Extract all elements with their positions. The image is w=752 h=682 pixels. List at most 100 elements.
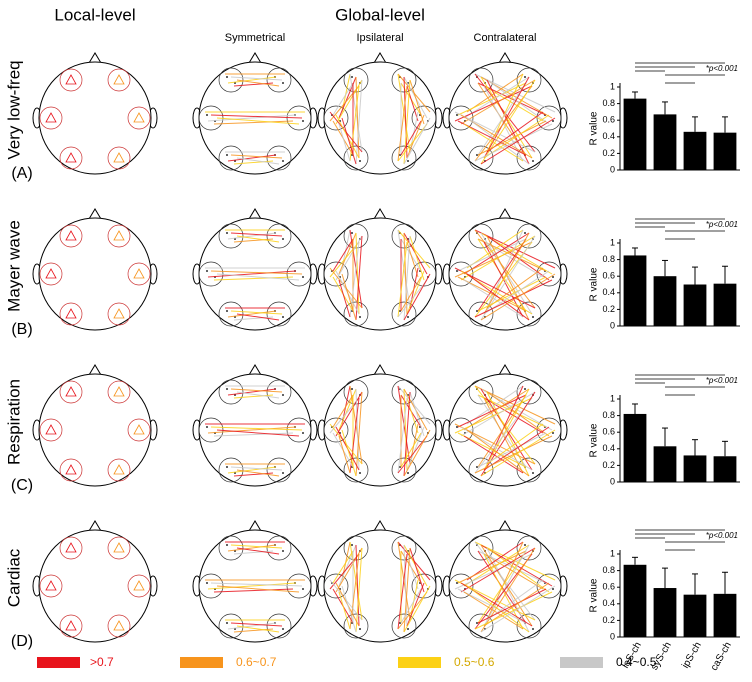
channel xyxy=(282,82,284,84)
connection xyxy=(355,235,363,321)
panel-label: (D) xyxy=(11,633,33,650)
y-tick-label: 0.4 xyxy=(602,287,615,297)
connection xyxy=(457,276,527,312)
region xyxy=(516,301,542,327)
channel xyxy=(351,388,353,390)
connection xyxy=(466,229,524,269)
connection xyxy=(400,432,422,468)
region xyxy=(266,223,292,249)
region xyxy=(59,302,83,326)
connection xyxy=(355,547,363,633)
connection xyxy=(403,391,411,477)
legend-label: 0.4~0.5 xyxy=(616,655,657,669)
connection xyxy=(233,82,274,87)
connection xyxy=(227,232,277,240)
nose xyxy=(498,208,512,220)
annotation: *p<0.001 xyxy=(706,531,738,540)
local-link xyxy=(65,74,77,85)
channel xyxy=(359,472,361,474)
connection xyxy=(403,429,431,477)
nose xyxy=(248,52,262,64)
region xyxy=(411,105,437,131)
y-tick-label: 0.2 xyxy=(602,460,615,470)
y-tick-label: 0.8 xyxy=(602,254,615,264)
region xyxy=(59,614,83,638)
connection xyxy=(397,279,428,318)
connection xyxy=(397,85,408,162)
connection xyxy=(216,585,300,593)
connection xyxy=(480,585,556,633)
region xyxy=(343,457,369,483)
channel xyxy=(282,238,284,240)
annotation: *p<0.001 xyxy=(706,376,738,385)
connection xyxy=(227,388,277,396)
local-link xyxy=(45,268,57,279)
connection xyxy=(480,273,556,321)
head xyxy=(323,373,437,487)
region xyxy=(468,457,494,483)
channel xyxy=(524,232,526,234)
connection xyxy=(454,85,533,122)
region xyxy=(343,145,369,171)
connection xyxy=(483,553,544,590)
region xyxy=(391,145,417,171)
connection xyxy=(483,85,544,122)
nose xyxy=(498,364,512,376)
annotation: *p<0.001 xyxy=(706,64,738,73)
region xyxy=(107,458,131,482)
connection xyxy=(403,235,411,321)
panel-label: (A) xyxy=(11,165,32,182)
region xyxy=(516,457,542,483)
channel xyxy=(552,588,554,590)
y-tick-label: 1 xyxy=(610,393,615,403)
connection xyxy=(466,541,524,581)
region xyxy=(391,457,417,483)
local-link xyxy=(65,152,77,163)
connection xyxy=(483,397,544,434)
region xyxy=(59,458,83,482)
column-header: Contralateral xyxy=(474,32,537,44)
region xyxy=(39,418,63,442)
connection xyxy=(213,432,294,437)
region xyxy=(218,613,244,639)
connection xyxy=(230,388,283,393)
region xyxy=(107,536,131,560)
region xyxy=(266,145,292,171)
local-link xyxy=(133,424,145,435)
annotation: *p<0.001 xyxy=(706,220,738,229)
bar xyxy=(713,132,737,170)
connection xyxy=(236,625,280,633)
x-tick-label: ipS-ch xyxy=(680,640,704,670)
region xyxy=(391,301,417,327)
connection xyxy=(466,385,524,425)
connection xyxy=(463,123,524,162)
region xyxy=(127,262,151,286)
channel xyxy=(407,472,409,474)
connection xyxy=(483,76,530,159)
local-link xyxy=(65,308,77,319)
region xyxy=(218,457,244,483)
connection xyxy=(480,117,556,165)
region xyxy=(218,67,244,93)
local-link xyxy=(133,580,145,591)
bar xyxy=(713,283,737,326)
region xyxy=(468,301,494,327)
channel xyxy=(552,120,554,122)
column-header: Ipsilateral xyxy=(356,32,403,44)
head xyxy=(323,217,437,331)
region xyxy=(391,379,417,405)
local-header: Local-level xyxy=(54,5,135,24)
connection xyxy=(236,547,280,555)
region xyxy=(107,68,131,92)
connection xyxy=(397,241,408,318)
y-axis-label: R value xyxy=(589,578,600,612)
channel xyxy=(206,426,208,428)
region xyxy=(323,261,349,287)
connection xyxy=(355,232,360,315)
channel xyxy=(524,76,526,78)
connection xyxy=(409,391,425,437)
y-tick-label: 0.8 xyxy=(602,98,615,108)
y-tick-label: 0.4 xyxy=(602,598,615,608)
region xyxy=(59,68,83,92)
